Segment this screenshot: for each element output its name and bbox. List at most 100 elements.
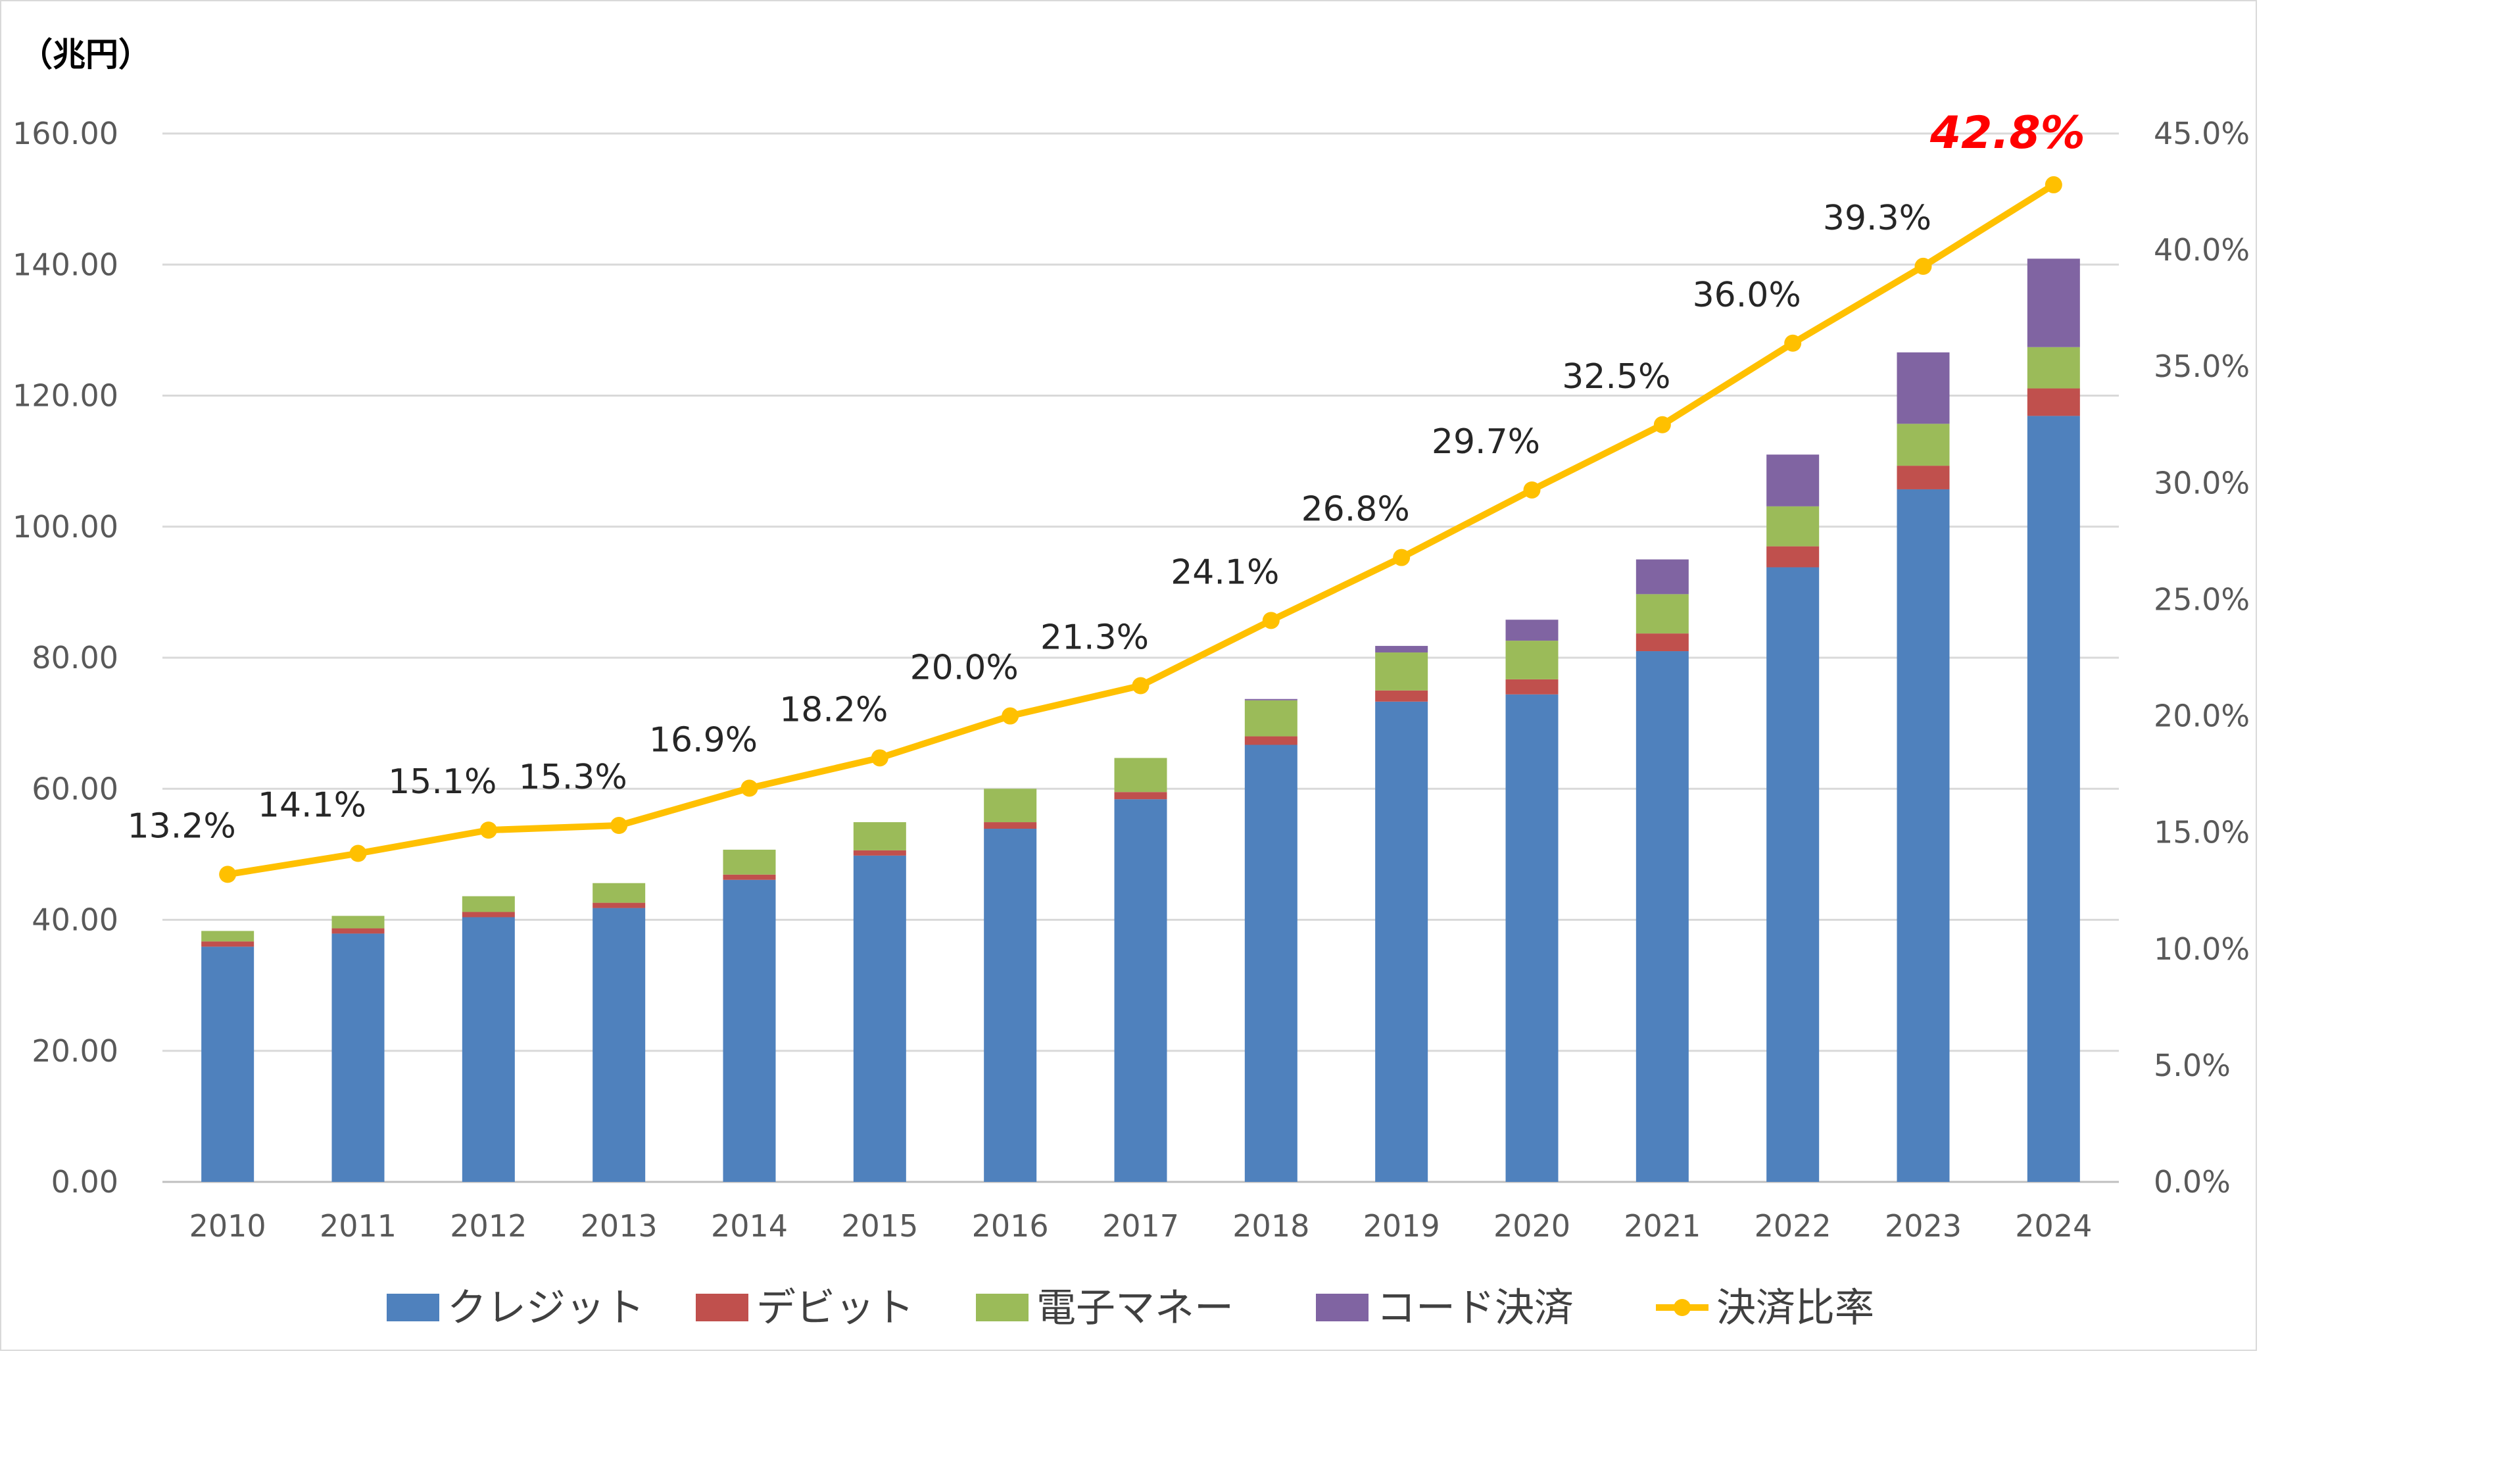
x-tick-label: 2020 [1493,1208,1570,1244]
bar-segment [1897,352,1950,424]
bar-segment [201,946,254,1182]
ratio-data-label: 36.0% [1693,276,1801,315]
ratio-data-label: 39.3% [1823,199,1931,238]
left-axis-unit-label: （兆円） [20,36,151,74]
right-tick-label: 5.0% [2154,1048,2231,1083]
legend-swatch [696,1294,748,1321]
bar-segment [984,822,1037,829]
right-tick-label: 25.0% [2154,581,2250,617]
right-tick-label: 20.0% [2154,698,2250,734]
right-tick-label: 40.0% [2154,232,2250,268]
ratio-point [1523,481,1541,499]
bar-segment [1244,745,1297,1182]
ratio-point [871,749,888,767]
ratio-data-label: 42.8% [1929,107,2085,159]
x-tick-label: 2016 [972,1208,1049,1244]
bar-segment [1505,620,1559,641]
ratio-point [349,844,367,862]
ratio-data-label: 15.3% [519,758,627,797]
x-tick-label: 2010 [189,1208,266,1244]
left-tick-label: 160.00 [12,116,118,151]
bar-segment [1244,736,1297,745]
x-tick-label: 2017 [1102,1208,1179,1244]
bar-segment [1375,701,1428,1182]
left-tick-label: 120.00 [12,378,118,414]
bar-segment [1114,758,1167,793]
right-tick-label: 35.0% [2154,349,2250,384]
ratio-point [1653,416,1671,433]
x-tick-label: 2015 [841,1208,918,1244]
ratio-point [1393,549,1411,566]
bar-segment [1766,454,1820,506]
legend-label: クレジット [447,1285,644,1331]
bar-segment [1897,466,1950,489]
bar-segment [331,933,385,1182]
bar-segment [201,941,254,947]
x-tick-label: 2023 [1885,1208,1962,1244]
x-tick-label: 2022 [1755,1208,1831,1244]
bar-segment [1375,646,1428,653]
bar-segment [593,908,646,1182]
x-tick-label: 2021 [1624,1208,1701,1244]
bar-segment [723,879,776,1182]
bar-segment [853,850,906,856]
bar-segment [593,902,646,908]
left-tick-label: 20.00 [32,1033,118,1069]
right-tick-label: 15.0% [2154,815,2250,850]
bar-segment [462,912,515,918]
bar-segment [1897,489,1950,1182]
bar-segment [984,789,1037,823]
bar-segment [1636,559,1689,595]
x-tick-label: 2011 [320,1208,397,1244]
left-tick-label: 80.00 [32,640,118,675]
ratio-data-label: 18.2% [779,690,888,729]
ratio-data-label: 13.2% [128,806,236,846]
left-tick-label: 40.00 [32,902,118,938]
left-tick-label: 100.00 [12,509,118,545]
bar-segment [1897,424,1950,466]
bar-segment [1375,652,1428,691]
bar-segment [1636,633,1689,652]
bar-segment [1505,694,1559,1182]
bar-segment [331,928,385,934]
bar-segment [331,916,385,929]
bar-segment [1636,594,1689,634]
right-tick-label: 45.0% [2154,116,2250,151]
bar-segment [462,896,515,912]
legend-swatch [976,1294,1029,1321]
x-tick-label: 2018 [1232,1208,1309,1244]
ratio-point [1262,612,1280,629]
ratio-point [1914,257,1932,275]
ratio-point [610,817,628,835]
ratio-data-label: 32.5% [1562,357,1670,397]
ratio-point [1784,334,1802,352]
left-tick-label: 60.00 [32,771,118,806]
legend-swatch [1316,1294,1369,1321]
ratio-data-label: 15.1% [388,762,497,802]
bar-segment [1244,698,1297,700]
bar-segment [2027,347,2080,389]
bar-segment [1636,651,1689,1182]
bar-segment [2027,258,2080,347]
legend-label: コード決済 [1376,1285,1574,1331]
bar-segment [201,931,254,942]
bar-segment [853,822,906,850]
bar-segment [1114,799,1167,1182]
ratio-data-label: 21.3% [1040,618,1149,658]
ratio-data-label: 26.8% [1301,490,1410,529]
bar-segment [723,874,776,880]
bar-segment [1766,567,1820,1182]
right-tick-label: 10.0% [2154,931,2250,967]
x-tick-label: 2019 [1363,1208,1440,1244]
bar-segment [1114,792,1167,800]
ratio-point [2045,176,2062,193]
bar-segment [2027,388,2080,416]
ratio-point [479,821,497,839]
ratio-data-label: 24.1% [1171,552,1279,592]
right-tick-label: 30.0% [2154,465,2250,501]
x-tick-label: 2014 [711,1208,788,1244]
ratio-point [740,779,758,797]
bar-segment [593,883,646,903]
bar-segment [1505,641,1559,679]
